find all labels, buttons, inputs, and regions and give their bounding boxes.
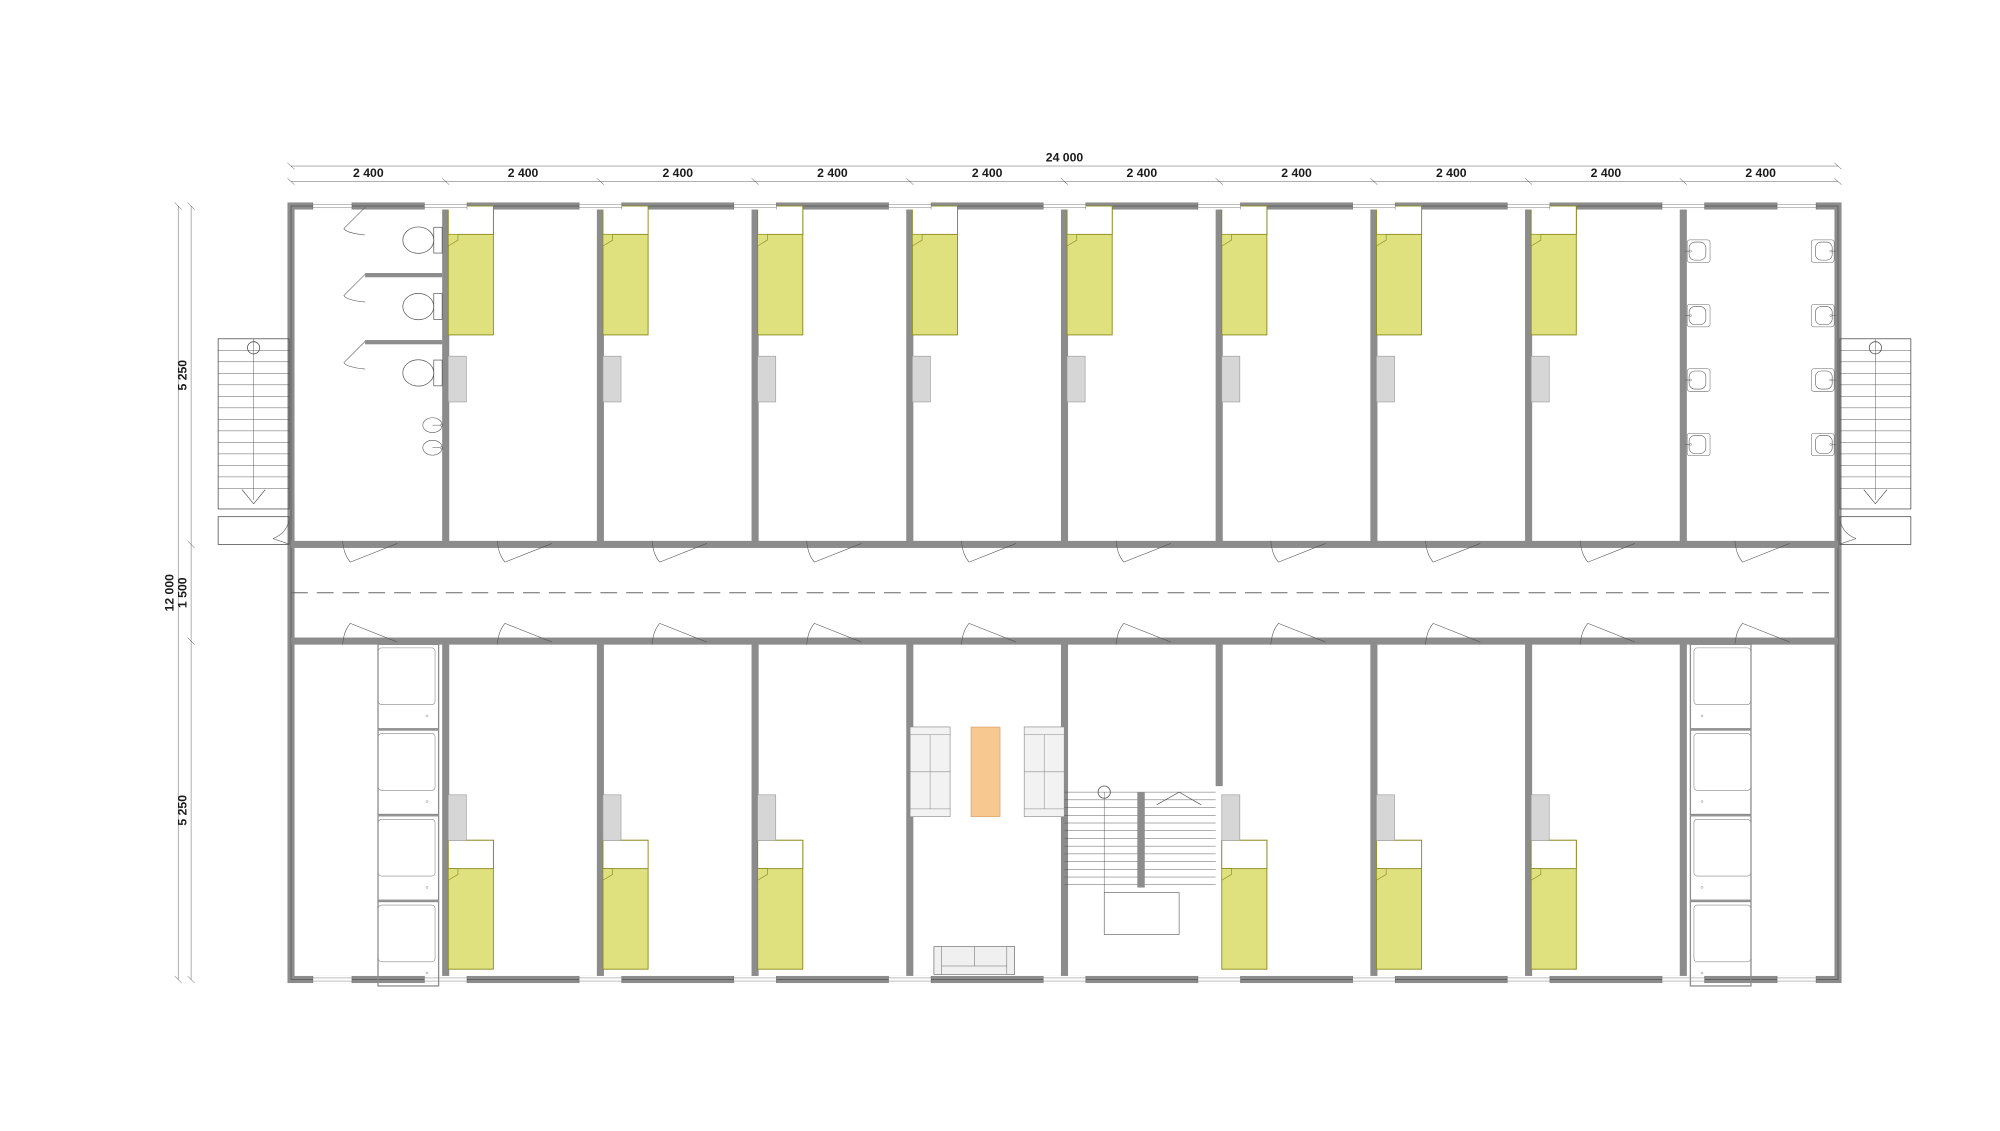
svg-text:2 400: 2 400: [353, 166, 384, 180]
svg-text:24 000: 24 000: [1046, 151, 1084, 165]
svg-text:1 500: 1 500: [176, 577, 190, 608]
svg-text:2 400: 2 400: [1281, 166, 1312, 180]
svg-text:5 250: 5 250: [176, 360, 190, 391]
svg-text:12 000: 12 000: [163, 574, 177, 612]
svg-text:2 400: 2 400: [817, 166, 848, 180]
svg-text:2 400: 2 400: [508, 166, 539, 180]
svg-text:2 400: 2 400: [1745, 166, 1776, 180]
svg-text:2 400: 2 400: [972, 166, 1003, 180]
svg-text:5 250: 5 250: [176, 795, 190, 826]
svg-text:2 400: 2 400: [1436, 166, 1467, 180]
svg-text:2 400: 2 400: [662, 166, 693, 180]
svg-text:2 400: 2 400: [1127, 166, 1158, 180]
svg-text:2 400: 2 400: [1591, 166, 1622, 180]
